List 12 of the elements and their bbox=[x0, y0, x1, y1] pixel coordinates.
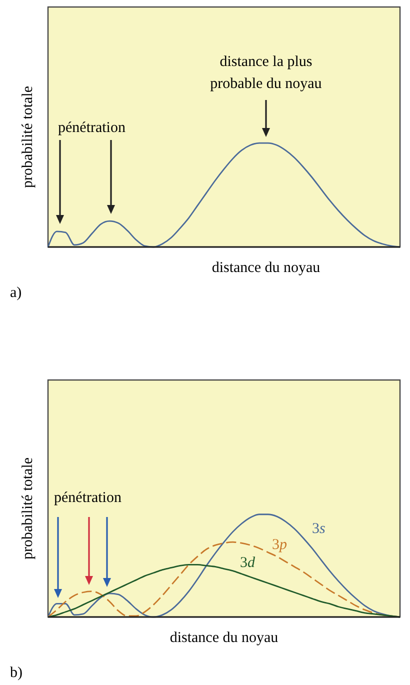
series-label: 3s bbox=[312, 521, 326, 537]
x-axis-title: distance du noyau bbox=[212, 260, 321, 276]
y-axis-title: probabilité totale bbox=[20, 86, 36, 188]
series-label: 3d bbox=[240, 555, 256, 571]
text: b) bbox=[10, 665, 22, 681]
text: pénétration bbox=[58, 120, 126, 136]
x-axis-title: distance du noyau bbox=[170, 630, 279, 646]
text: pénétration bbox=[54, 490, 122, 506]
y-axis-title: probabilité totale bbox=[20, 457, 36, 560]
series-label: 3p bbox=[272, 537, 288, 553]
text: a) bbox=[10, 285, 22, 301]
text: distance la plus probable du noyau bbox=[210, 54, 322, 92]
